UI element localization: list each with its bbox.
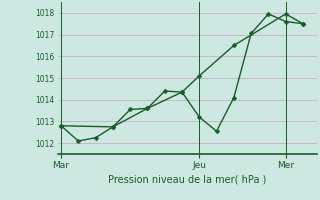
X-axis label: Pression niveau de la mer( hPa ): Pression niveau de la mer( hPa ) — [108, 174, 266, 184]
